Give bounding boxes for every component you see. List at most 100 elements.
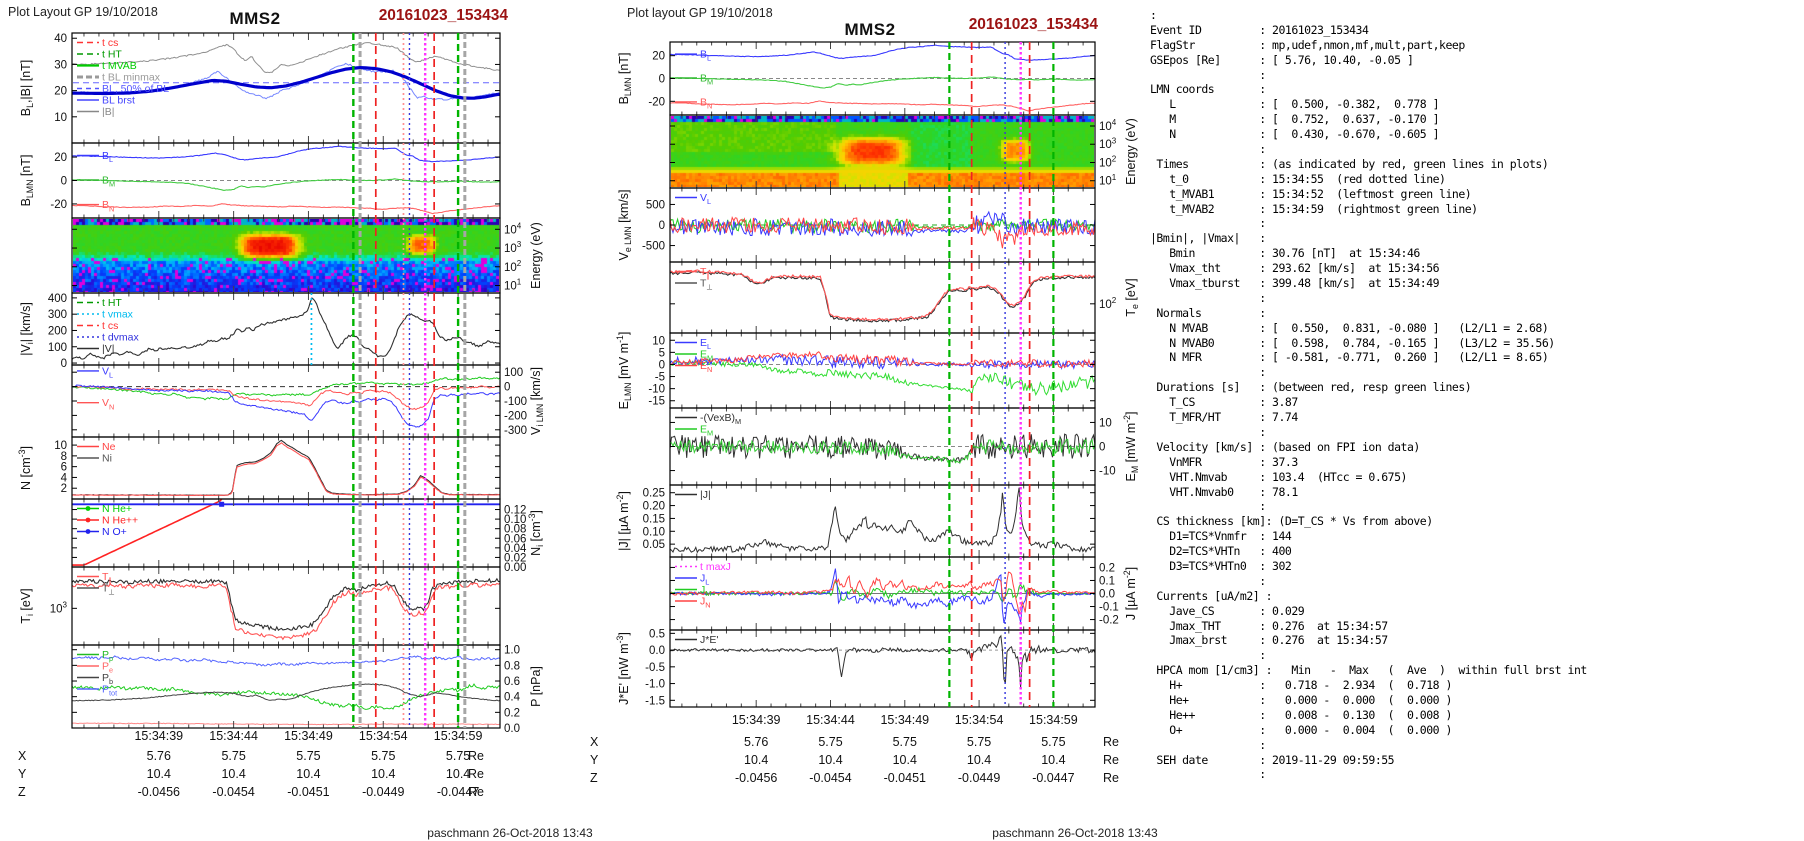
svg-text:0.00: 0.00 [504, 562, 526, 574]
svg-text:20: 20 [54, 86, 67, 98]
svg-text:0.08: 0.08 [504, 524, 526, 536]
svg-text:0.25: 0.25 [643, 488, 665, 500]
figure-footer: 15:34:39 15:34:44 15:34:49 15:34:54 15:34:59… [590, 713, 1119, 785]
svg-text:Re: Re [468, 767, 484, 781]
svg-text:103: 103 [50, 601, 68, 616]
svg-text:10.4: 10.4 [818, 753, 842, 767]
svg-text:1.0: 1.0 [504, 645, 520, 657]
svg-text:T⊥: T⊥ [102, 583, 115, 597]
svg-text:-0.0456: -0.0456 [138, 785, 180, 799]
svg-text:Ne: Ne [102, 441, 116, 453]
svg-text:t HT: t HT [102, 49, 122, 61]
svg-text:Te [eV]: Te [eV] [1124, 278, 1140, 316]
svg-text:EN: EN [700, 360, 712, 374]
svg-text:0.0: 0.0 [649, 645, 665, 657]
svg-text:ELMN [mV m-1]: ELMN [mV m-1] [615, 332, 633, 410]
svg-text:-15: -15 [648, 396, 665, 408]
svg-text:-1.5: -1.5 [645, 695, 665, 707]
svg-text:BL,|B| [nT]: BL,|B| [nT] [19, 60, 35, 117]
svg-text:0.02: 0.02 [504, 552, 526, 564]
svg-text:Ni [cm-3]: Ni [cm-3] [527, 510, 545, 556]
svg-text:-200: -200 [504, 410, 527, 422]
summary-line: Bmin : 30.76 [nT] at 15:34:46 [1150, 246, 1420, 261]
svg-text:BL, 50% of BL: BL, 50% of BL [102, 83, 169, 95]
event-summary-panel: : Event ID : 20161023_153434 FlagStr : mp,… [1150, 8, 1804, 782]
svg-text:N He+: N He+ [102, 503, 132, 515]
summary-line: Vmax_tburst : 399.48 [km/s] at 15:34:49 [1150, 276, 1440, 291]
svg-text:10.4: 10.4 [446, 767, 470, 781]
svg-text:EM [mW m-2]: EM [mW m-2] [1122, 412, 1140, 482]
svg-text:-5: -5 [655, 372, 665, 384]
summary-line: Event ID : 20161023_153434 [1150, 22, 1369, 37]
svg-text:BN: BN [700, 96, 712, 110]
svg-text:J*E' [nW m-3]: J*E' [nW m-3] [615, 632, 631, 705]
svg-text:Vi LMN [km/s]: Vi LMN [km/s] [529, 367, 545, 435]
svg-text:100: 100 [504, 367, 523, 379]
svg-text:5.75: 5.75 [446, 749, 470, 763]
svg-text:Y: Y [18, 767, 27, 781]
svg-text:0.0: 0.0 [1099, 589, 1115, 601]
svg-text:40: 40 [54, 33, 67, 45]
summary-line: t_MVAB1 : 15:34:52 (leftmost green line) [1150, 186, 1472, 201]
svg-text:0.4: 0.4 [504, 692, 521, 704]
svg-text:Ti [eV]: Ti [eV] [19, 588, 35, 623]
svg-text:t MVAB: t MVAB [102, 60, 137, 72]
svg-text:30: 30 [54, 59, 67, 71]
svg-text:N O+: N O+ [102, 526, 127, 538]
svg-text:EM: EM [700, 424, 713, 438]
svg-text:-0.0447: -0.0447 [1032, 771, 1074, 785]
svg-text:T⊥: T⊥ [700, 278, 713, 292]
svg-text:|J| [µA m-2]: |J| [µA m-2] [615, 491, 631, 551]
svg-text:0.6: 0.6 [504, 676, 520, 688]
summary-line: D2=TCS*VHTn : 400 [1150, 544, 1292, 559]
figure-title-middle: MMS2 [844, 20, 896, 39]
panel-electron-energy-spectrogram: 104 103 102 101 Energy (eV) [669, 114, 1138, 189]
summary-line: : [1150, 573, 1266, 588]
svg-text:Ptot: Ptot [102, 684, 117, 698]
summary-line: Currents [uA/m2] : [1150, 588, 1273, 603]
svg-text:2: 2 [61, 483, 67, 495]
svg-text:BN: BN [102, 199, 114, 213]
svg-text:Ve LMN [km/s]: Ve LMN [km/s] [617, 190, 633, 261]
svg-text:JN: JN [700, 596, 711, 610]
svg-text:0: 0 [61, 358, 67, 370]
plot-layout-label-left: Plot Layout GP 19/10/2018 [8, 5, 158, 19]
summary-line: He+ : 0.000 - 0.000 ( 0.000 ) [1150, 692, 1452, 707]
svg-text:0.10: 0.10 [504, 514, 526, 526]
svg-text:X: X [18, 749, 27, 763]
svg-text:8: 8 [61, 451, 67, 463]
svg-text:10.4: 10.4 [147, 767, 171, 781]
summary-line: VnMFR : 37.3 [1150, 454, 1298, 469]
svg-text:BL: BL [700, 49, 711, 63]
svg-text:t BL minmax: t BL minmax [102, 72, 161, 84]
svg-text:10: 10 [54, 440, 67, 452]
svg-text:Z: Z [590, 771, 598, 785]
svg-text:-0.1: -0.1 [1099, 602, 1119, 614]
svg-text:0.2: 0.2 [1099, 562, 1115, 574]
svg-text:10.4: 10.4 [1041, 753, 1065, 767]
svg-text:15:34:44: 15:34:44 [806, 713, 855, 727]
svg-text:J*E': J*E' [700, 634, 718, 646]
svg-text:15:34:49: 15:34:49 [284, 729, 333, 743]
svg-text:104: 104 [504, 221, 522, 236]
svg-text:VL: VL [102, 365, 113, 379]
panel-vi-lmn: 100 0 -100 -200 -300 Vi LMN [km/s] VL VN [71, 364, 545, 438]
svg-text:Energy (eV): Energy (eV) [529, 222, 543, 289]
summary-line: : [1150, 767, 1266, 782]
svg-text:T∥: T∥ [102, 571, 112, 585]
summary-line: VHT.Nmvab : 103.4 (HTcc = 0.675) [1150, 469, 1407, 484]
summary-line: H+ : 0.718 - 2.934 ( 0.718 ) [1150, 678, 1452, 693]
ion-energy-spectrogram [73, 219, 499, 292]
svg-text:BM: BM [102, 175, 115, 189]
svg-text:4: 4 [61, 472, 68, 484]
summary-line: FlagStr : mp,udef,nmon,mf,mult,part,keep [1150, 37, 1465, 52]
svg-text:Y: Y [590, 753, 599, 767]
svg-text:Re: Re [468, 785, 484, 799]
svg-text:5: 5 [659, 347, 665, 359]
svg-text:-0.0449: -0.0449 [362, 785, 404, 799]
